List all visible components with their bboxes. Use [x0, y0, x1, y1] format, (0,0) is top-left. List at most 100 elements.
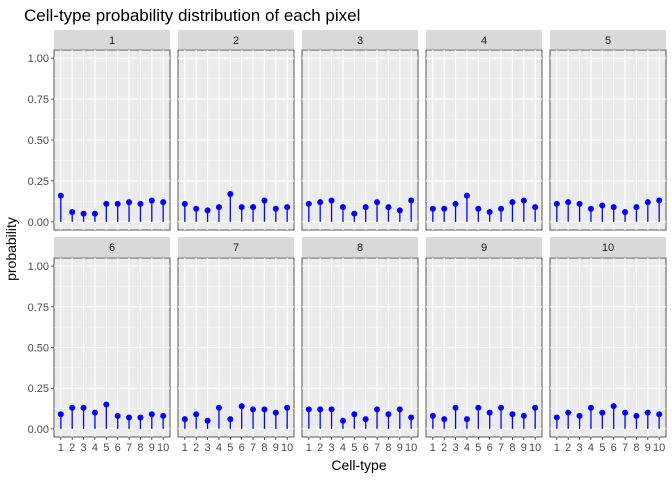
x-tick-label: 5 — [351, 442, 357, 454]
x-tick-label: 4 — [464, 442, 470, 454]
facet-strip-label: 1 — [109, 35, 115, 47]
lollipop-point — [69, 404, 76, 411]
x-tick-label: 7 — [498, 442, 504, 454]
x-tick-label: 1 — [554, 442, 560, 454]
x-tick-label: 9 — [645, 442, 651, 454]
facet-strip-label: 3 — [357, 35, 363, 47]
facet-strip-label: 6 — [109, 242, 115, 254]
lollipop-point — [463, 416, 470, 423]
lollipop-point — [396, 207, 403, 214]
lollipop-point — [114, 200, 121, 207]
lollipop-point — [622, 209, 629, 215]
x-tick-label: 7 — [250, 442, 256, 454]
x-tick-label: 9 — [273, 442, 279, 454]
lollipop-point — [204, 207, 211, 214]
x-tick-label: 9 — [149, 442, 155, 454]
lollipop-point — [486, 209, 493, 215]
lollipop-point — [610, 403, 617, 410]
facet-panel-2: 2 — [177, 30, 295, 231]
facet-grid: 10.000.250.500.751.002 3 4 560.000.250.500.… — [28, 30, 667, 454]
y-tick-label: 1.00 — [28, 261, 49, 273]
lollipop-point — [148, 197, 155, 204]
lollipop-point — [486, 409, 493, 416]
lollipop-point — [215, 204, 222, 211]
lollipop-point — [576, 412, 583, 419]
lollipop-point — [622, 409, 629, 416]
facet-panel-7: 71 2 3 4 5 6 7 8 9 10 — [177, 237, 295, 454]
lollipop-point — [520, 197, 527, 204]
x-tick-label: 10 — [281, 442, 293, 454]
x-tick-label: 8 — [385, 442, 391, 454]
lollipop-point — [91, 210, 98, 217]
lollipop-point — [498, 205, 505, 212]
x-tick-label: 10 — [529, 442, 541, 454]
lollipop-point — [317, 199, 324, 206]
lollipop-point — [80, 210, 87, 217]
facet-strip-label: 10 — [602, 242, 614, 254]
lollipop-point — [126, 414, 133, 421]
x-tick-label: 6 — [115, 442, 121, 454]
lollipop-point — [475, 404, 482, 411]
x-tick-label: 9 — [397, 442, 403, 454]
facet-strip — [54, 237, 170, 257]
y-tick-label: 0.25 — [28, 176, 49, 188]
lollipop-point — [408, 414, 415, 421]
lollipop-point — [339, 204, 346, 211]
lollipop-point — [305, 200, 312, 207]
lollipop-point — [351, 411, 358, 418]
facet-panel-3: 3 — [301, 30, 419, 231]
facet-panel-4: 4 — [425, 30, 543, 231]
x-tick-label: 1 — [182, 442, 188, 454]
lollipop-point — [599, 202, 606, 209]
lollipop-point — [91, 409, 98, 416]
x-tick-label: 3 — [453, 442, 459, 454]
facet-strip — [426, 30, 542, 49]
lollipop-point — [250, 406, 257, 413]
lollipop-point — [137, 414, 144, 421]
x-tick-label: 9 — [521, 442, 527, 454]
facet-strip-label: 5 — [605, 35, 611, 47]
lollipop-point — [587, 205, 594, 212]
facet-strip — [550, 30, 666, 49]
facet-panel-6: 60.000.250.500.751.001 2 3 4 5 6 7 8 9 10 — [28, 237, 171, 454]
lollipop-point — [396, 406, 403, 413]
lollipop-point — [509, 199, 516, 206]
lollipop-point — [284, 204, 291, 211]
x-tick-label: 5 — [103, 442, 109, 454]
lollipop-point — [532, 204, 539, 211]
x-tick-label: 4 — [92, 442, 98, 454]
lollipop-point — [227, 416, 234, 423]
x-tick-label: 1 — [430, 442, 436, 454]
lollipop-point — [181, 200, 188, 207]
x-tick-label: 2 — [193, 442, 199, 454]
x-tick-label: 1 — [306, 442, 312, 454]
x-tick-label: 8 — [261, 442, 267, 454]
lollipop-point — [408, 197, 415, 204]
x-tick-label: 5 — [227, 442, 233, 454]
x-tick-label: 3 — [81, 442, 87, 454]
lollipop-point — [385, 204, 392, 211]
facet-panel-9: 91 2 3 4 5 6 7 8 9 10 — [425, 237, 543, 454]
x-tick-label: 7 — [374, 442, 380, 454]
x-tick-label: 6 — [363, 442, 369, 454]
lollipop-point — [565, 409, 572, 416]
lollipop-point — [272, 205, 279, 212]
lollipop-point — [69, 209, 76, 215]
facet-strip — [550, 237, 666, 257]
x-tick-label: 3 — [329, 442, 335, 454]
lollipop-point — [553, 200, 560, 207]
facet-panel-10: 101 2 3 4 5 6 7 8 9 10 — [549, 237, 667, 454]
lollipop-point — [498, 404, 505, 411]
lollipop-point — [429, 412, 436, 419]
lollipop-point — [565, 199, 572, 206]
lollipop-point — [238, 204, 245, 211]
lollipop-point — [656, 197, 663, 204]
lollipop-point — [441, 205, 448, 212]
lollipop-point — [532, 404, 539, 411]
lollipop-point — [463, 192, 470, 199]
x-tick-label: 3 — [577, 442, 583, 454]
lollipop-point — [656, 411, 663, 418]
lollipop-point — [520, 412, 527, 419]
x-tick-label: 7 — [622, 442, 628, 454]
